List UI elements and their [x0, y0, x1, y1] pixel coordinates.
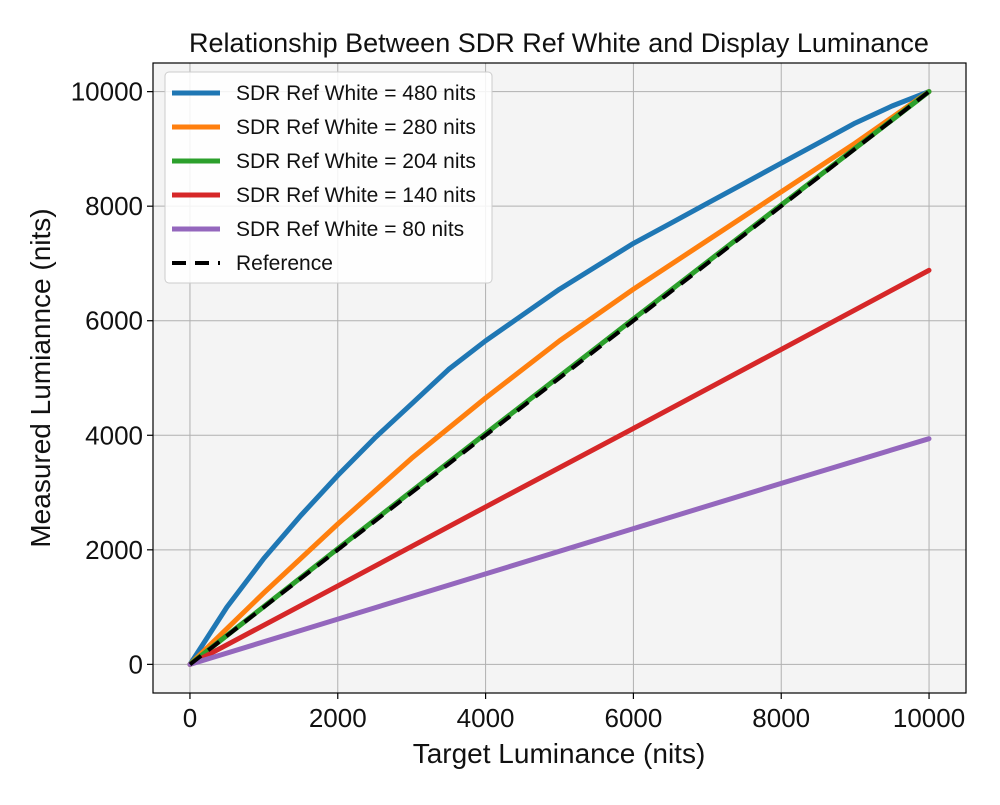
- legend: SDR Ref White = 480 nits SDR Ref White = …: [164, 71, 493, 284]
- x-tick-label: 6000: [604, 703, 662, 733]
- legend-label: Reference: [236, 252, 333, 275]
- series-lines: [187, 89, 932, 667]
- legend-label: SDR Ref White = 280 nits: [236, 116, 476, 139]
- legend-label: SDR Ref White = 80 nits: [236, 218, 464, 241]
- legend-box: [164, 71, 493, 284]
- x-tick-label: 2000: [309, 703, 367, 733]
- series-line: [187, 89, 932, 667]
- y-tick-label: 4000: [85, 420, 143, 450]
- y-axis-label: Measured Lumiannce (nits): [25, 208, 56, 547]
- series-line: [188, 90, 931, 666]
- x-tick-label: 8000: [752, 703, 810, 733]
- x-axis-label: Target Luminance (nits): [413, 738, 706, 769]
- series-line: [187, 267, 932, 667]
- x-tick-label: 4000: [457, 703, 515, 733]
- y-ticks: 0 2000 4000 6000 8000 10000: [71, 77, 153, 679]
- y-tick-label: 2000: [85, 535, 143, 565]
- x-tick-label: 10000: [893, 703, 965, 733]
- chart-title: Relationship Between SDR Ref White and D…: [189, 28, 929, 58]
- y-tick-label: 0: [129, 649, 143, 679]
- series-line: [187, 89, 932, 667]
- x-tick-label: 0: [183, 703, 197, 733]
- series-line: [187, 436, 932, 667]
- legend-label: SDR Ref White = 204 nits: [236, 150, 476, 173]
- y-tick-label: 8000: [85, 191, 143, 221]
- y-tick-label: 10000: [71, 77, 143, 107]
- legend-label: SDR Ref White = 480 nits: [236, 82, 476, 105]
- legend-label: SDR Ref White = 140 nits: [236, 184, 476, 207]
- plot-frame: [152, 62, 967, 694]
- y-tick-label: 6000: [85, 306, 143, 336]
- x-ticks: 0 2000 4000 6000 8000 10000: [183, 693, 965, 733]
